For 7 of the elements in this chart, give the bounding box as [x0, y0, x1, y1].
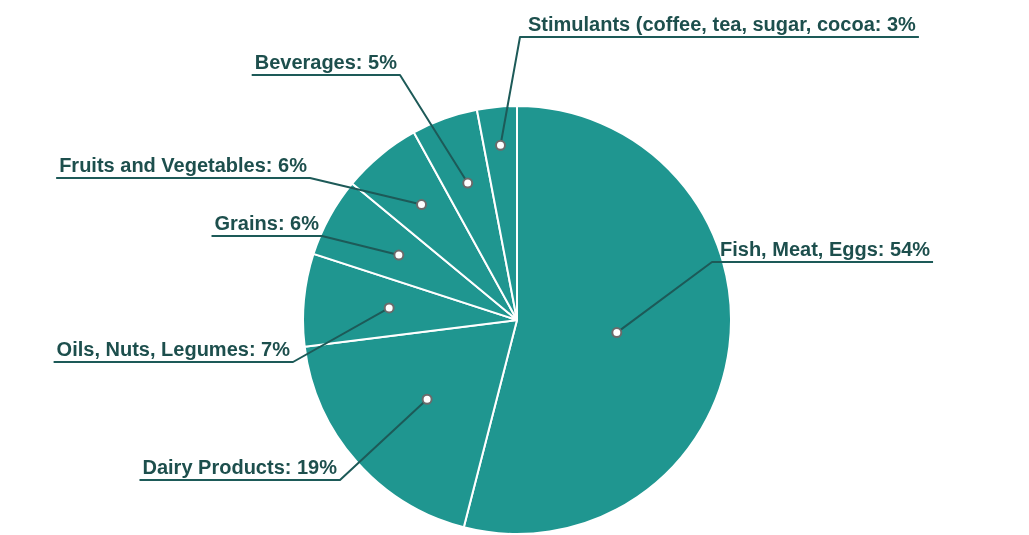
slice-label: Fruits and Vegetables: 6% [59, 154, 308, 176]
slice-label: Dairy Products: 19% [142, 456, 338, 478]
slice-label: Oils, Nuts, Legumes: 7% [56, 338, 291, 360]
slice-label: Beverages: 5% [254, 51, 398, 73]
slice-label: Stimulants (coffee, tea, sugar, cocoa: 3% [528, 13, 917, 35]
slice-label: Grains: 6% [214, 212, 320, 234]
slice-label: Fish, Meat, Eggs: 54% [720, 238, 931, 260]
